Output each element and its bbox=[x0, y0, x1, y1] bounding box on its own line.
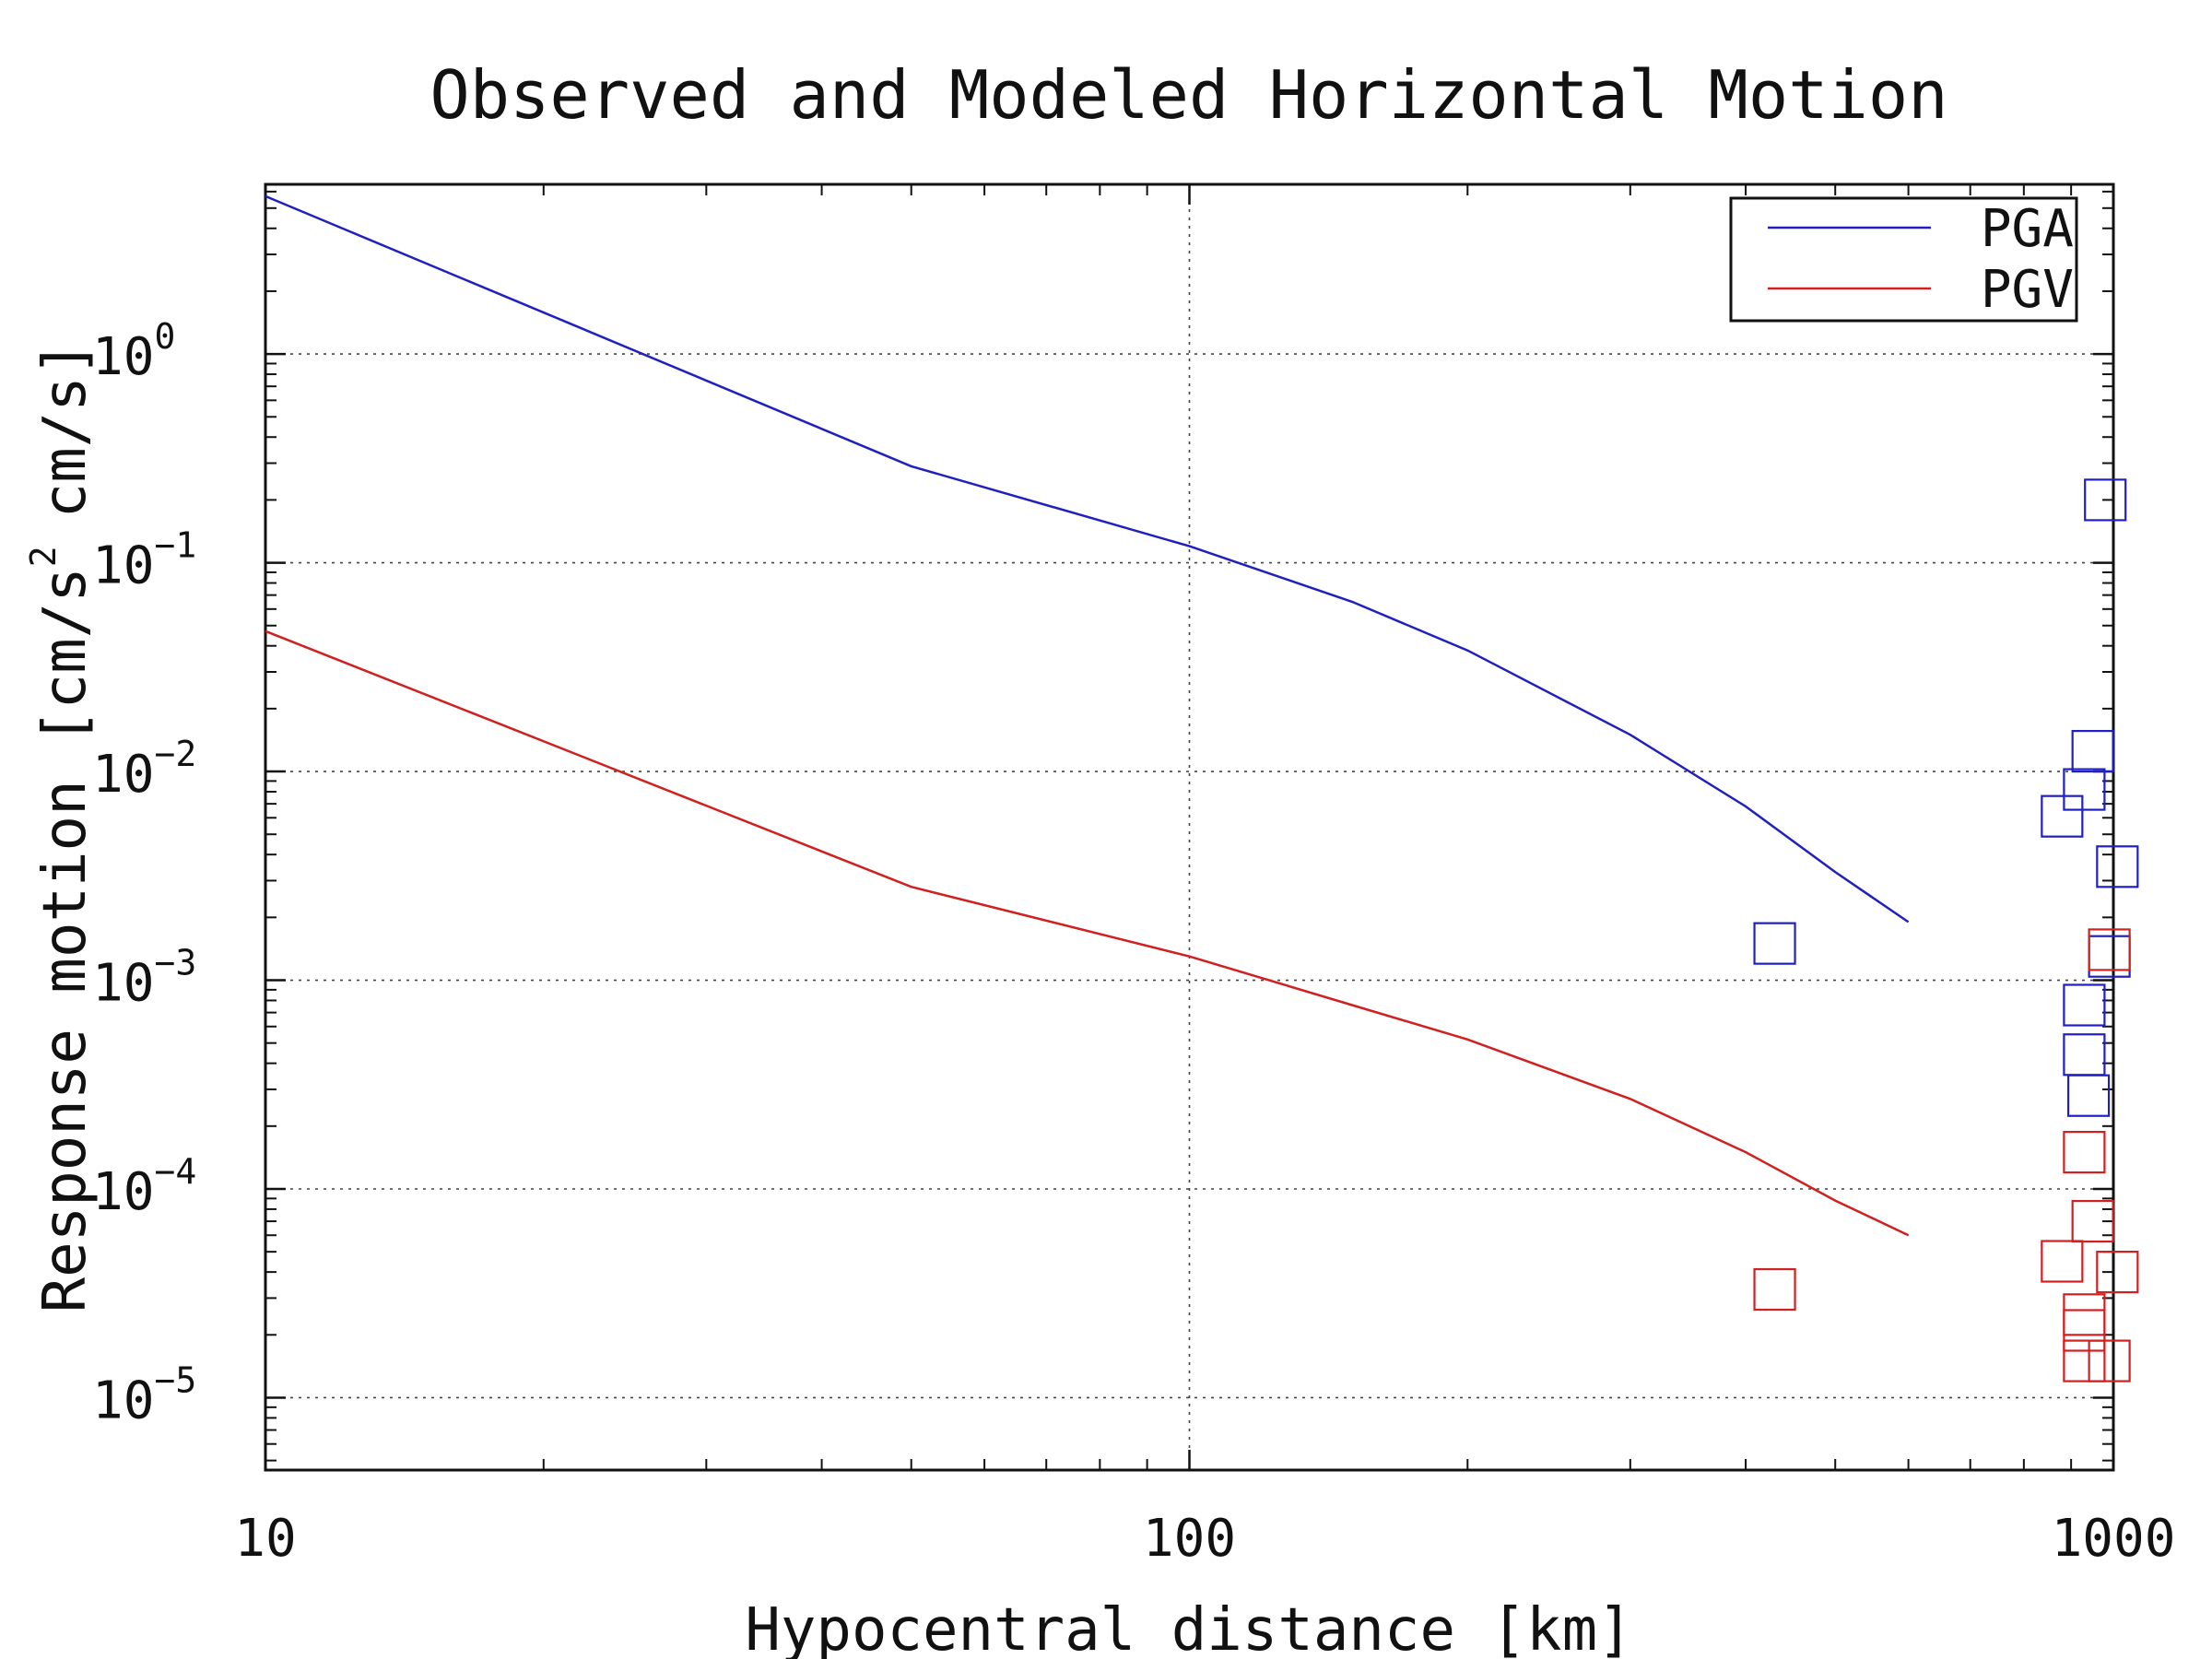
data-point-pgv bbox=[2063, 1339, 2106, 1382]
x-tick-label: 1000 bbox=[2052, 1509, 2176, 1569]
data-point-pga bbox=[2063, 983, 2106, 1027]
plot-frame bbox=[264, 182, 2115, 1472]
minor-ticks bbox=[265, 184, 2113, 1470]
y-axis-label-tail: cm/s] bbox=[31, 341, 100, 519]
y-tick-label: 10−1 bbox=[92, 525, 196, 596]
x-tick-labels: 10 100 1000 bbox=[234, 1509, 2175, 1569]
data-point-pga bbox=[2071, 729, 2114, 773]
y-tick-label: 10−4 bbox=[92, 1151, 196, 1222]
y-tick-label: 10−3 bbox=[92, 943, 196, 1014]
y-tick-exponent: −5 bbox=[154, 1359, 196, 1400]
series-markers bbox=[1753, 478, 2139, 1382]
grid bbox=[265, 184, 2113, 1470]
data-point-pgv bbox=[1753, 1267, 1796, 1312]
y-axis-label: Response motion [cm/s2 cm/s] bbox=[23, 341, 100, 1313]
y-tick-label: 10−5 bbox=[92, 1359, 196, 1430]
data-point-pgv bbox=[2063, 1309, 2106, 1352]
data-point-pga bbox=[2084, 478, 2127, 522]
series-line-pga bbox=[265, 194, 1910, 924]
data-point-pgv bbox=[2041, 1240, 2084, 1283]
y-tick-base: 10 bbox=[92, 536, 154, 596]
data-point-pgv bbox=[2063, 1131, 2106, 1174]
legend-box bbox=[1729, 196, 2078, 323]
data-point-pga bbox=[2096, 845, 2139, 888]
y-tick-label: 100 bbox=[92, 316, 175, 387]
data-point-pgv bbox=[2071, 1199, 2114, 1243]
y-tick-base: 10 bbox=[92, 954, 154, 1014]
series-lines bbox=[265, 194, 1910, 1237]
y-tick-base: 10 bbox=[92, 327, 154, 387]
data-point-pga bbox=[1753, 922, 1796, 965]
y-tick-exponent: −4 bbox=[154, 1151, 196, 1192]
y-tick-base: 10 bbox=[92, 1162, 154, 1222]
legend-label-pga: PGA bbox=[1981, 199, 2074, 259]
legend-label-pgv: PGV bbox=[1981, 260, 2074, 320]
y-tick-exponent: −2 bbox=[154, 734, 196, 774]
data-point-pgv bbox=[2096, 1251, 2139, 1294]
y-tick-base: 10 bbox=[92, 1371, 154, 1430]
y-tick-base: 10 bbox=[92, 745, 154, 805]
data-point-pgv bbox=[2088, 928, 2131, 971]
x-tick-label: 10 bbox=[234, 1509, 296, 1569]
series-line-pgv bbox=[265, 629, 1910, 1237]
data-point-pgv bbox=[2088, 1339, 2131, 1382]
chart-title: Observed and Modeled Horizontal Motion bbox=[429, 56, 1947, 134]
data-point-pga bbox=[2063, 768, 2106, 811]
legend: PGA PGV bbox=[1729, 196, 2078, 323]
y-tick-exponent: 0 bbox=[154, 316, 175, 357]
y-tick-exponent: −3 bbox=[154, 943, 196, 983]
y-axis-label-superscript: 2 bbox=[23, 546, 64, 567]
data-point-pga bbox=[2066, 1074, 2111, 1117]
y-axis-label-main: Response motion [cm/s bbox=[31, 567, 100, 1312]
y-tick-label: 10−2 bbox=[92, 734, 196, 805]
x-axis-label: Hypocentral distance [km] bbox=[745, 1596, 1632, 1659]
data-point-pga bbox=[2041, 794, 2084, 838]
x-tick-label: 100 bbox=[1143, 1509, 1236, 1569]
y-tick-exponent: −1 bbox=[154, 525, 196, 566]
